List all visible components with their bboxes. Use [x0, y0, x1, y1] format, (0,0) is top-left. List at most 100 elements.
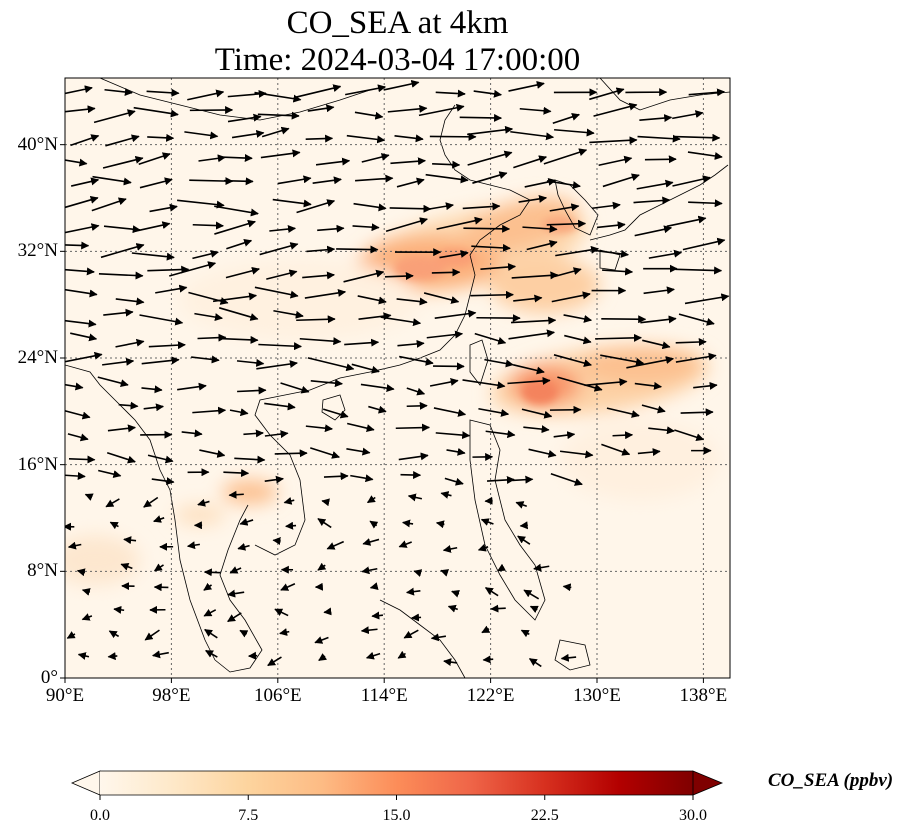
wind-vector-arrow	[151, 477, 175, 486]
wind-vector-arrow	[192, 249, 219, 260]
wind-vector-arrow	[345, 84, 387, 96]
wind-vector-arrow	[406, 587, 421, 596]
wind-vector-arrow	[602, 267, 634, 276]
wind-vector-arrow	[672, 110, 704, 120]
wind-vector-arrow	[467, 150, 513, 166]
colorbar-tick-label: 0.0	[90, 807, 110, 824]
wind-vector-arrow	[177, 382, 207, 391]
wind-vector-arrow	[91, 197, 127, 212]
wind-vector-arrow	[642, 339, 671, 350]
wind-vector-arrow	[143, 403, 164, 412]
wind-vector-arrow	[430, 633, 447, 642]
wind-vector-arrow	[97, 376, 129, 388]
wind-vector-arrow	[65, 472, 86, 481]
wind-vector-arrow	[227, 589, 245, 598]
wind-vector-arrow	[181, 429, 203, 438]
wind-vector-arrow	[65, 267, 95, 276]
wind-vector-arrow	[115, 297, 145, 306]
wind-vector-arrow	[522, 224, 558, 233]
wind-vector-arrow	[602, 173, 640, 188]
wind-vector-arrow	[139, 314, 184, 326]
wind-vector-arrow	[543, 148, 588, 165]
wind-vector-arrow	[118, 401, 139, 410]
wind-vector-arrow	[634, 381, 662, 390]
wind-vector-arrow	[147, 454, 174, 464]
wind-vector-arrow	[264, 402, 296, 411]
wind-vector-arrow	[425, 173, 469, 184]
wind-vector-arrow	[191, 355, 220, 364]
wind-vector-arrow	[482, 655, 494, 664]
wind-vector-arrow	[423, 292, 460, 304]
wind-vector-arrow	[648, 249, 683, 259]
wind-vector-arrow	[228, 490, 244, 499]
wind-vector-arrow	[684, 293, 730, 305]
wind-vector-arrow	[198, 154, 226, 163]
wind-vector-arrow	[398, 452, 429, 461]
wind-vector-arrow	[402, 519, 414, 528]
wind-vector-arrow	[256, 360, 298, 370]
wind-vector-arrow	[529, 605, 539, 614]
wind-vector-arrow	[517, 535, 531, 545]
wind-vector-arrow	[92, 175, 132, 186]
colorbar-gradient	[100, 771, 693, 795]
wind-vector-arrow	[285, 521, 297, 530]
wind-vector-arrow	[520, 629, 530, 638]
wind-vector-arrow	[553, 431, 576, 440]
wind-vector-arrow	[302, 271, 335, 280]
wind-vector-arrow	[358, 312, 392, 321]
wind-vector-field	[65, 79, 730, 668]
wind-vector-arrow	[148, 341, 186, 350]
wind-vector-arrow	[323, 472, 349, 481]
wind-vector-arrow	[317, 562, 327, 571]
wind-vector-arrow	[272, 198, 312, 208]
wind-vector-arrow	[350, 474, 374, 483]
wind-vector-arrow	[371, 611, 384, 620]
wind-vector-arrow	[139, 177, 173, 189]
wind-vector-arrow	[259, 242, 299, 256]
wind-vector-arrow	[305, 134, 334, 143]
wind-vector-arrow	[533, 563, 550, 572]
wind-vector-arrow	[257, 111, 300, 120]
wind-vector-arrow	[549, 203, 580, 212]
wind-vector-arrow	[360, 626, 378, 635]
wind-vector-arrow	[467, 125, 514, 136]
wind-vector-arrow	[229, 408, 249, 417]
wind-vector-arrow	[474, 332, 507, 345]
wind-vector-arrow	[512, 475, 534, 484]
colorbar-min-extension	[70, 770, 101, 796]
wind-vector-arrow	[443, 658, 458, 667]
wind-vector-arrow	[640, 315, 677, 324]
lon-tick-label: 98°E	[152, 685, 191, 706]
wind-vector-arrow	[484, 587, 499, 597]
wind-vector-arrow	[280, 583, 296, 591]
wind-vector-arrow	[108, 630, 120, 639]
wind-vector-arrow	[471, 243, 511, 252]
wind-vector-arrow	[143, 496, 159, 508]
lat-tick-label: 0°	[40, 667, 58, 688]
wind-vector-arrow	[672, 175, 711, 187]
wind-vector-arrow	[138, 152, 171, 165]
wind-vector-arrow	[65, 195, 99, 209]
colorbar-max-extension	[692, 770, 724, 796]
wind-vector-arrow	[470, 290, 514, 299]
wind-vector-arrow	[675, 266, 723, 275]
wind-vector-arrow	[555, 245, 600, 257]
lat-tick-label: 32°N	[17, 240, 58, 262]
wind-vector-arrow	[65, 410, 91, 420]
wind-vector-arrow	[648, 426, 675, 435]
colorbar-tick-label: 22.5	[530, 807, 559, 824]
wind-vector-arrow	[693, 381, 718, 390]
wind-vector-arrow	[366, 495, 376, 504]
wind-vector-arrow	[551, 291, 591, 303]
wind-vector-arrow	[102, 357, 135, 366]
wind-vector-arrow	[93, 109, 136, 124]
wind-vector-arrow	[606, 407, 640, 418]
wind-vector-arrow	[680, 408, 714, 417]
wind-vector-arrow	[626, 356, 675, 369]
wind-vector-arrow	[678, 313, 715, 326]
wind-vector-arrow	[601, 443, 631, 456]
wind-vector-arrow	[384, 272, 414, 281]
wind-vector-arrow	[546, 219, 587, 228]
wind-vector-arrow	[600, 354, 645, 366]
